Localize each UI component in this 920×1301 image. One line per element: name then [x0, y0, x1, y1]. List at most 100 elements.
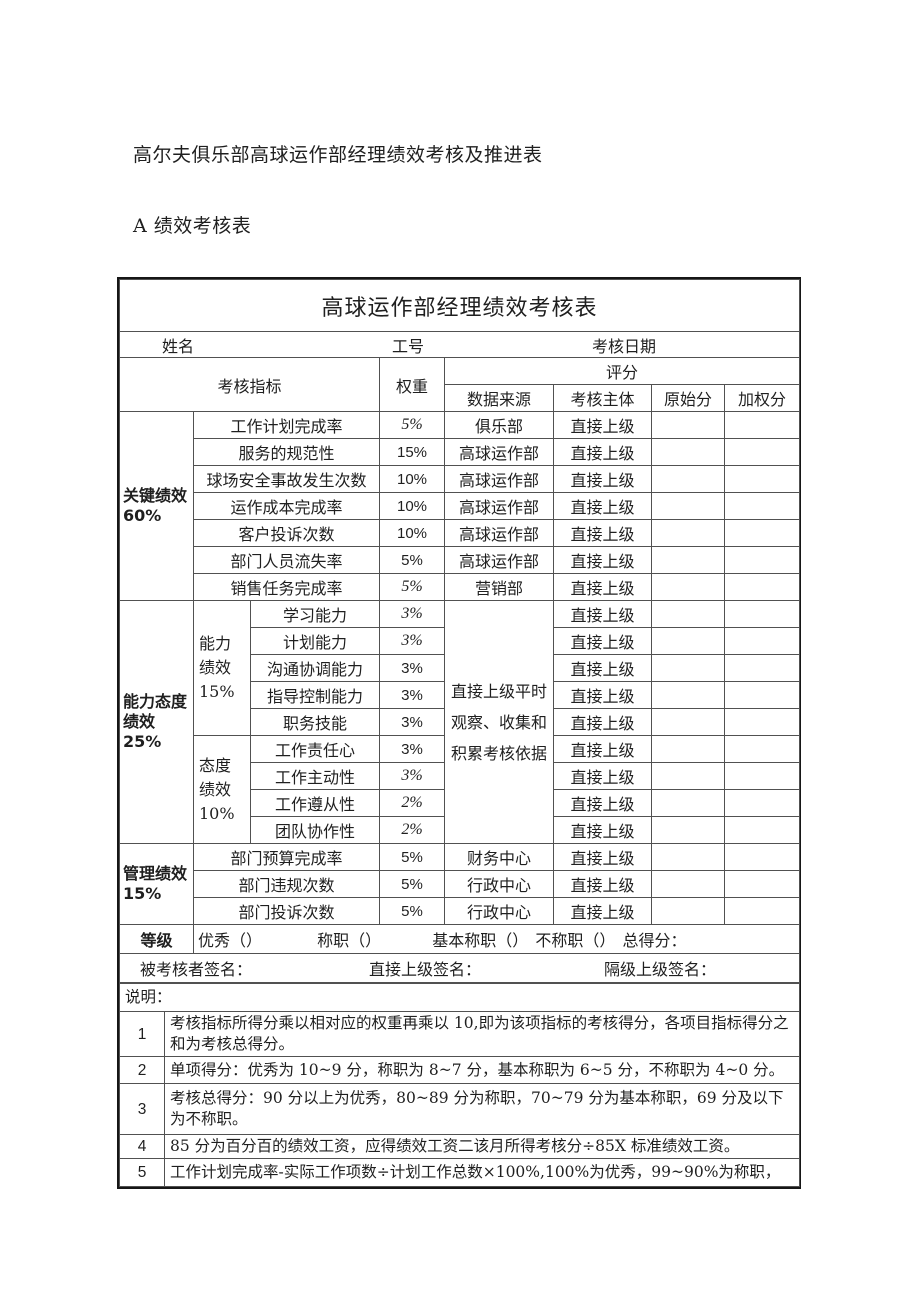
assessor-cell: 直接上级 — [553, 546, 652, 574]
note-row: 4 85 分为百分百的绩效工资，应得绩效工资二该月所得考核分÷85X 标准绩效工… — [119, 1134, 801, 1159]
assessor-cell: 直接上级 — [553, 600, 652, 628]
table-row: 客户投诉次数 10% 高球运作部 直接上级 — [120, 519, 801, 547]
weighted-score-cell — [723, 897, 801, 925]
assessor-cell: 直接上级 — [553, 735, 652, 763]
source-cell: 高球运作部 — [444, 492, 554, 520]
note-text: 工作计划完成率-实际工作项数÷计划工作总数×100%,100%为优秀，99~90… — [163, 1158, 801, 1187]
subsection-label-ability: 能力绩效 15% — [193, 600, 251, 736]
table-row: 服务的规范性 15% 高球运作部 直接上级 — [120, 438, 801, 466]
employee-id-label: 工号 — [392, 336, 425, 356]
header-source: 数据来源 — [444, 384, 554, 412]
raw-score-cell — [651, 627, 725, 655]
assessor-cell: 直接上级 — [553, 762, 652, 790]
weighted-score-cell — [723, 627, 801, 655]
raw-score-cell — [651, 438, 725, 466]
weighted-score-cell — [723, 654, 801, 682]
indicator-cell: 团队协作性 — [250, 816, 380, 844]
raw-score-cell — [651, 654, 725, 682]
assessor-cell: 直接上级 — [553, 681, 652, 709]
raw-score-cell — [651, 519, 725, 547]
source-cell: 高球运作部 — [444, 438, 554, 466]
weight-cell: 5% — [379, 870, 445, 898]
weight-cell: 5% — [379, 573, 445, 601]
indicator-cell: 客户投诉次数 — [193, 519, 380, 547]
table-title: 高球运作部经理绩效考核表 — [118, 279, 801, 332]
table-row: 球场安全事故发生次数 10% 高球运作部 直接上级 — [120, 465, 801, 493]
note-text: 考核总得分：90 分以上为优秀，80~89 分为称职，70~79 分为基本称职，… — [163, 1083, 801, 1135]
indicator-cell: 运作成本完成率 — [193, 492, 380, 520]
raw-score-cell — [651, 600, 725, 628]
total-score-label: 总得分： — [622, 931, 687, 950]
grade-option-excellent: 优秀（） — [198, 931, 263, 950]
table-row: 关键绩效 60% 工作计划完成率 5% 俱乐部 直接上级 — [119, 411, 801, 601]
info-row: 姓名 工号 考核日期 — [118, 331, 801, 358]
note-row: 5 工作计划完成率-实际工作项数÷计划工作总数×100%,100%为优秀，99~… — [119, 1158, 801, 1187]
weight-cell: 2% — [379, 816, 445, 844]
source-cell: 营销部 — [444, 573, 554, 601]
indicator-cell: 工作责任心 — [250, 735, 380, 763]
assessor-cell: 直接上级 — [553, 843, 652, 871]
weighted-score-cell — [723, 600, 801, 628]
indicator-cell: 工作主动性 — [250, 762, 380, 790]
source-cell: 行政中心 — [444, 897, 554, 925]
note-number: 3 — [119, 1083, 165, 1135]
weighted-score-cell — [723, 546, 801, 574]
table-row: 运作成本完成率 10% 高球运作部 直接上级 — [120, 492, 801, 520]
weight-cell: 5% — [379, 546, 445, 574]
assessor-cell: 直接上级 — [553, 573, 652, 601]
assessor-cell: 直接上级 — [553, 438, 652, 466]
indicator-cell: 沟通协调能力 — [250, 654, 380, 682]
indicator-cell: 学习能力 — [250, 600, 380, 628]
source-cell: 行政中心 — [444, 870, 554, 898]
weighted-score-cell — [723, 438, 801, 466]
section-label-management: 管理绩效 15% — [119, 843, 194, 925]
assessor-cell: 直接上级 — [553, 411, 652, 439]
grade-option-incompetent: 不称职（） — [535, 931, 616, 950]
weight-cell: 3% — [379, 654, 445, 682]
section-label-kpi: 关键绩效 60% — [119, 411, 194, 601]
table-row: 工作遵从性 2% 直接上级 — [120, 789, 801, 817]
assessor-cell: 直接上级 — [553, 708, 652, 736]
raw-score-cell — [651, 681, 725, 709]
raw-score-cell — [651, 465, 725, 493]
note-text: 单项得分：优秀为 10~9 分，称职为 8~7 分，基本称职为 6~5 分，不称… — [163, 1056, 801, 1084]
source-merged-cell: 直接上级平时观察、收集和积累考核依据 — [444, 600, 554, 844]
raw-score-cell — [651, 843, 725, 871]
assessor-cell: 直接上级 — [553, 789, 652, 817]
weight-cell: 10% — [379, 492, 445, 520]
header-indicator: 考核指标 — [119, 357, 380, 412]
raw-score-cell — [651, 492, 725, 520]
grade-option-competent: 称职（） — [317, 931, 382, 950]
weight-cell: 15% — [379, 438, 445, 466]
table-row: 管理绩效 15% 部门预算完成率 5% 财务中心 直接上级 — [119, 843, 801, 925]
header-weight: 权重 — [379, 357, 445, 412]
table-row: 态度绩效 10% 工作责任心 3% 直接上级 — [120, 735, 801, 844]
weighted-score-cell — [723, 708, 801, 736]
subsection-label-attitude: 态度绩效 10% — [193, 735, 251, 844]
table-row: 计划能力 3% 直接上级 — [120, 627, 801, 655]
indicator-cell: 工作遵从性 — [250, 789, 380, 817]
weight-cell: 3% — [379, 708, 445, 736]
indicator-cell: 指导控制能力 — [250, 681, 380, 709]
weight-cell: 3% — [379, 627, 445, 655]
note-number: 1 — [119, 1011, 165, 1057]
source-cell: 高球运作部 — [444, 465, 554, 493]
indicator-cell: 部门人员流失率 — [193, 546, 380, 574]
indicator-cell: 计划能力 — [250, 627, 380, 655]
signature-row: 被考核者签名： 直接上级签名： 隔级上级签名： — [118, 953, 801, 983]
assessor-cell: 直接上级 — [553, 519, 652, 547]
weighted-score-cell — [723, 519, 801, 547]
note-number: 4 — [119, 1134, 165, 1159]
header-raw-score: 原始分 — [651, 384, 725, 412]
table-row: 销售任务完成率 5% 营销部 直接上级 — [120, 573, 801, 601]
weight-cell: 5% — [379, 843, 445, 871]
grade-option-basically-competent: 基本称职（） — [432, 931, 529, 950]
note-row: 3 考核总得分：90 分以上为优秀，80~89 分为称职，70~79 分为基本称… — [119, 1083, 801, 1135]
weight-cell: 5% — [379, 897, 445, 925]
assessor-cell: 直接上级 — [553, 870, 652, 898]
skip-level-superior-signature-label: 隔级上级签名： — [604, 960, 717, 979]
raw-score-cell — [651, 735, 725, 763]
name-label: 姓名 — [162, 336, 195, 356]
assessor-cell: 直接上级 — [553, 465, 652, 493]
